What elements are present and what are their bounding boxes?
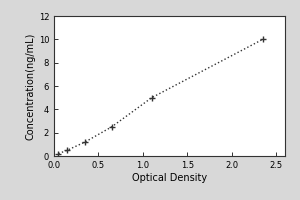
X-axis label: Optical Density: Optical Density bbox=[132, 173, 207, 183]
Y-axis label: Concentration(ng/mL): Concentration(ng/mL) bbox=[26, 32, 36, 140]
